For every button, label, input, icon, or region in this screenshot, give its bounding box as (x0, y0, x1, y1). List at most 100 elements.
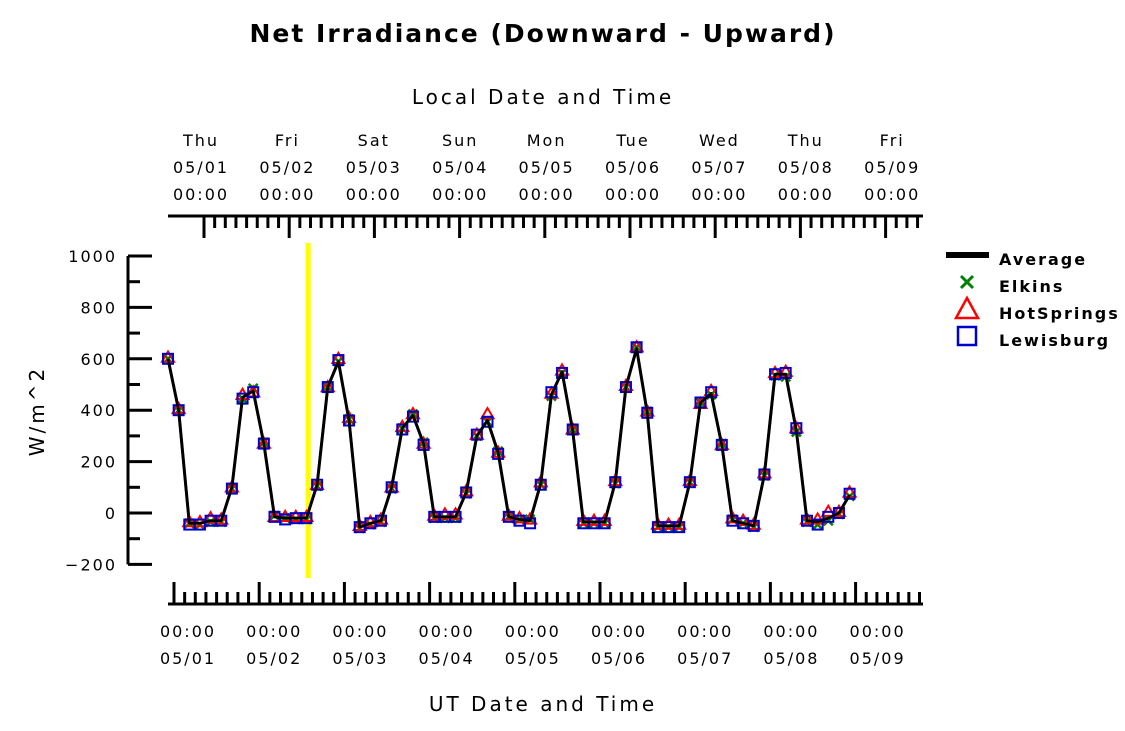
bottom-tick-date: 05/04 (419, 649, 475, 668)
point-hotsprings (373, 511, 389, 525)
legend-swatch-lewisburg (956, 325, 978, 347)
bottom-tick-time: 00:00 (763, 622, 819, 641)
top-tick-day: Thu (182, 131, 219, 150)
point-hotsprings (213, 511, 229, 525)
point-lewisburg (832, 507, 845, 519)
top-tick-time: 00:00 (519, 185, 575, 204)
point-hotsprings (501, 507, 517, 521)
top-tick-time: 00:00 (864, 185, 920, 204)
legend-label: Average (999, 250, 1087, 269)
point-hotsprings (724, 510, 741, 524)
top-tick-day: Sat (358, 131, 390, 150)
top-tick-date: 05/01 (173, 158, 229, 177)
point-lewisburg (406, 410, 419, 423)
bottom-tick-date: 05/05 (505, 649, 561, 668)
point-hotsprings (298, 508, 315, 523)
bottom-tick-date: 05/09 (850, 649, 906, 668)
top-tick-day: Fri (275, 131, 300, 150)
axes: −200 0 200 400 600 800 1000 Thu 05/01 00:00 Fri 05/… (65, 131, 923, 668)
point-hotsprings (660, 516, 677, 530)
bottom-tick-date: 05/01 (160, 649, 216, 668)
top-tick-day: Sun (442, 131, 478, 150)
point-hotsprings (671, 516, 687, 530)
bottom-tick-time: 00:00 (160, 622, 216, 641)
top-tick-date: 05/07 (691, 158, 747, 177)
y-tick-label: 200 (80, 453, 117, 472)
bottom-tick-date: 05/06 (591, 649, 647, 668)
top-axis-title: Local Date and Time (412, 85, 674, 109)
series-line-average-top (166, 347, 851, 529)
point-hotsprings (181, 514, 198, 528)
y-tick-label: 1000 (68, 247, 117, 266)
point-lewisburg (811, 518, 824, 531)
top-tick-date: 05/02 (259, 158, 315, 177)
point-lewisburg (481, 415, 494, 428)
point-hotsprings (202, 510, 219, 524)
point-hotsprings (809, 511, 826, 525)
series-layer (160, 339, 858, 534)
point-hotsprings (820, 503, 837, 517)
point-hotsprings (277, 508, 293, 523)
chart-title: Net Irradiance (Downward - Upward) (249, 19, 836, 48)
y-tick-label: 600 (80, 350, 117, 369)
point-hotsprings (575, 512, 592, 526)
y-axis-title: W/m^2 (25, 366, 49, 456)
top-tick-time: 00:00 (605, 185, 661, 204)
top-tick-time: 00:00 (173, 185, 229, 204)
bottom-tick-time: 00:00 (591, 622, 647, 641)
time-marker (305, 243, 311, 578)
bottom-tick-time: 00:00 (332, 622, 388, 641)
point-hotsprings (596, 512, 613, 526)
top-tick-day: Wed (699, 131, 740, 150)
top-tick-date: 05/04 (432, 158, 488, 177)
point-elkins (631, 341, 642, 353)
bottom-tick-time: 00:00 (419, 622, 475, 641)
top-tick-day: Mon (527, 131, 567, 150)
top-tick-time: 00:00 (346, 185, 402, 204)
top-tick-day: Fri (880, 131, 905, 150)
point-hotsprings (288, 508, 304, 523)
point-hotsprings (426, 507, 442, 521)
point-hotsprings (650, 516, 666, 530)
top-tick-time: 00:00 (778, 185, 834, 204)
current-time-marker (305, 243, 311, 578)
top-tick-time: 00:00 (691, 185, 747, 204)
bottom-tick-time: 00:00 (505, 622, 561, 641)
legend-label: Elkins (999, 277, 1064, 296)
y-tick-label: −200 (65, 555, 117, 574)
bottom-tick-time: 00:00 (850, 622, 906, 641)
point-elkins-stroke (631, 341, 642, 353)
bottom-tick-date: 05/08 (763, 649, 819, 668)
top-tick-time: 00:00 (432, 185, 488, 204)
top-tick-date: 05/09 (864, 158, 920, 177)
y-tick-label: 0 (105, 504, 117, 523)
series-line-average (166, 347, 851, 529)
bottom-tick-time: 00:00 (677, 622, 733, 641)
y-tick-label: 400 (80, 401, 117, 420)
y-tick-label: 800 (80, 298, 117, 317)
bottom-tick-date: 05/03 (332, 649, 388, 668)
point-hotsprings (511, 510, 528, 524)
top-tick-date: 05/08 (778, 158, 834, 177)
top-tick-day: Thu (787, 131, 824, 150)
point-hotsprings (192, 514, 208, 528)
point-hotsprings (224, 479, 240, 493)
point-hotsprings (831, 503, 847, 517)
point-hotsprings (735, 512, 751, 526)
legend-label: Lewisburg (999, 331, 1110, 350)
point-hotsprings (447, 506, 464, 520)
bottom-tick-date: 05/07 (677, 649, 733, 668)
point-hotsprings (799, 511, 815, 525)
bottom-tick-time: 00:00 (246, 622, 302, 641)
top-tick-date: 05/03 (346, 158, 402, 177)
top-tick-day: Tue (615, 131, 649, 150)
top-tick-date: 05/05 (519, 158, 575, 177)
top-tick-time: 00:00 (259, 185, 315, 204)
legend-swatch-hotsprings (953, 295, 981, 320)
x-axis-title: UT Date and Time (429, 692, 657, 716)
point-lewisburg (843, 487, 856, 500)
point-hotsprings (437, 506, 453, 520)
point-hotsprings (479, 406, 496, 420)
legend-label: HotSprings (999, 304, 1120, 323)
legend-swatch-elkins (959, 274, 975, 290)
